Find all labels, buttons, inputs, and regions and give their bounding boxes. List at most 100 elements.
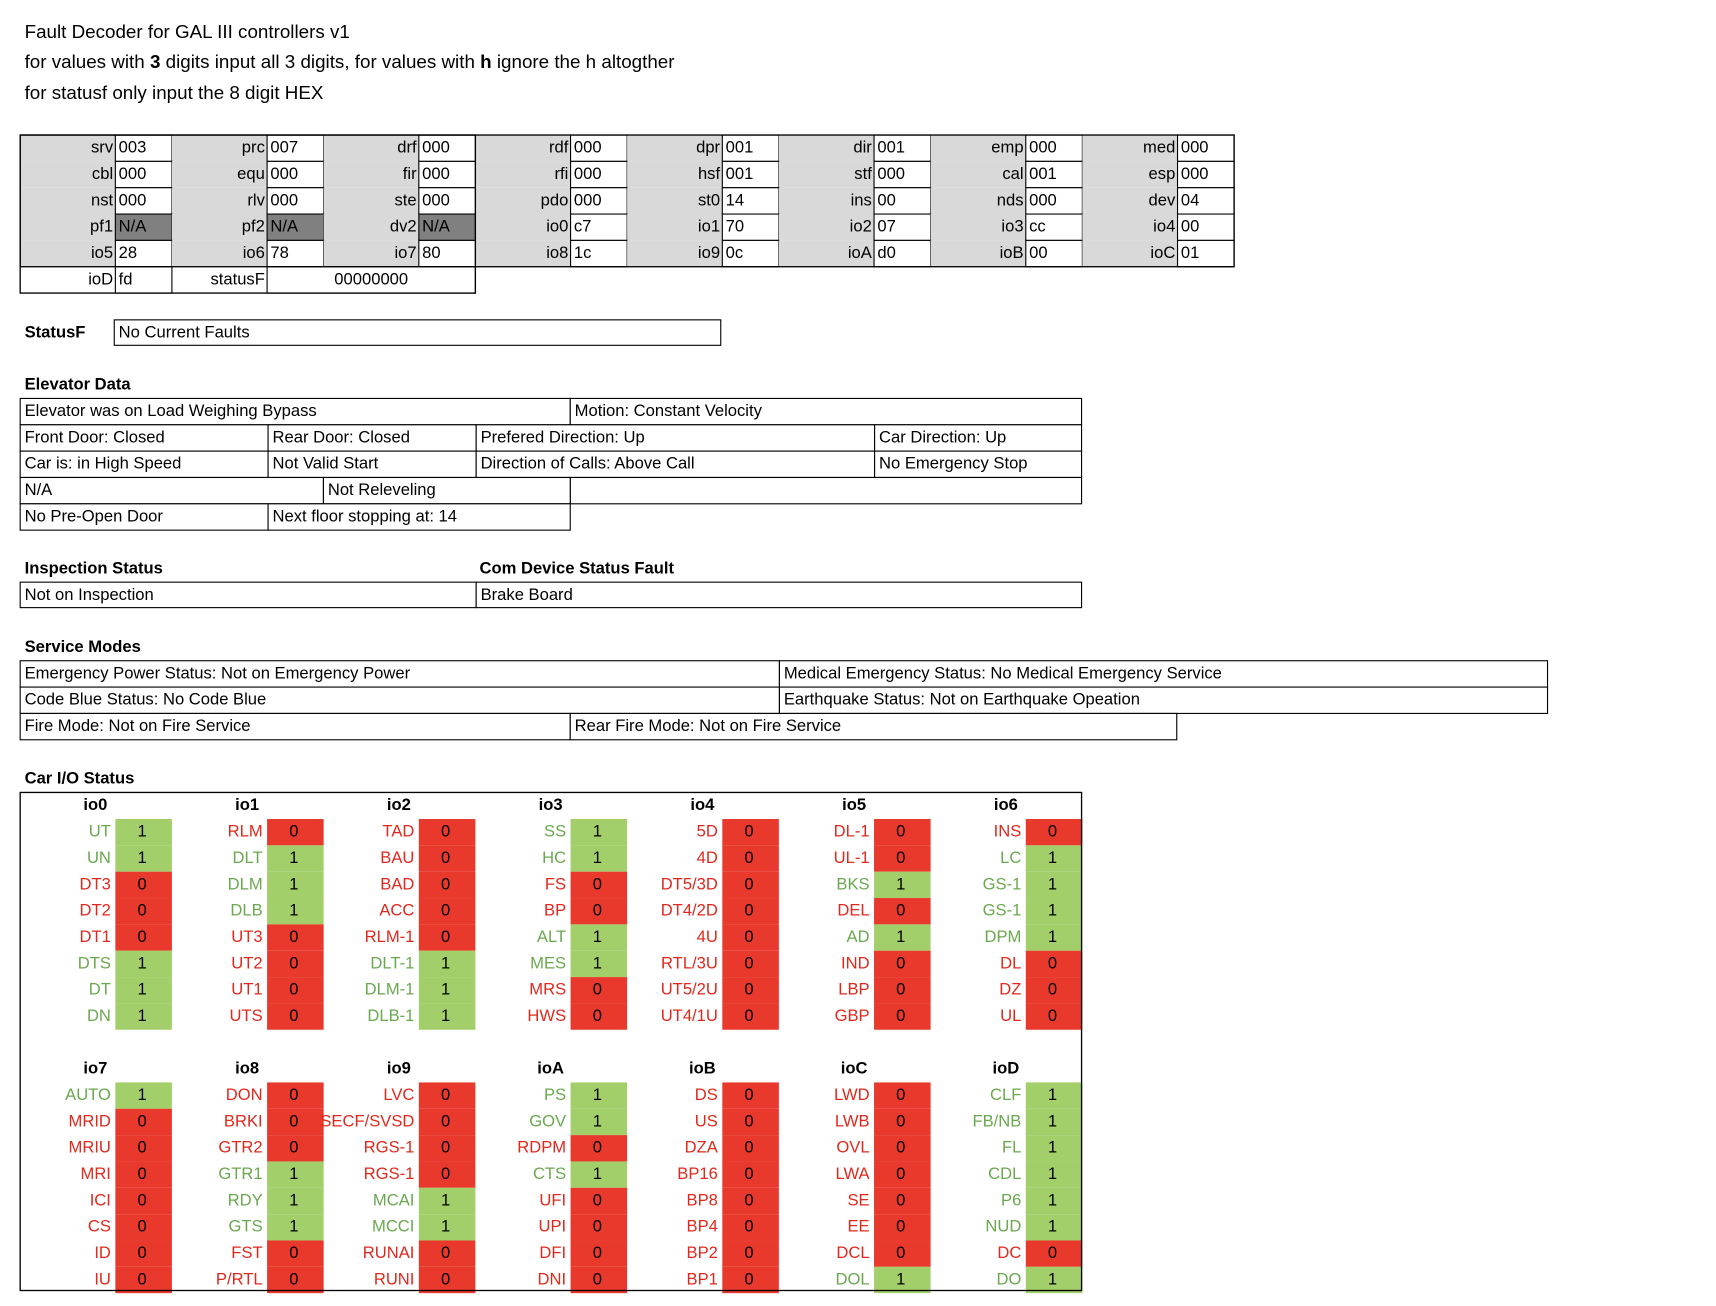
io-value-cell (1025, 1214, 1083, 1241)
io-value-cell (570, 1161, 628, 1188)
io-value-cell (115, 845, 172, 872)
io-signal-value: 0 (593, 980, 602, 999)
io-signal-value: 0 (289, 1243, 298, 1262)
label-bg (1082, 161, 1178, 188)
io-signal-value: 0 (137, 901, 146, 920)
io-value-cell (115, 1108, 172, 1136)
io-signal-label: UT2 (231, 953, 262, 972)
section-title: Elevator Data (25, 375, 132, 394)
io-signal-label: UN (87, 848, 111, 867)
io-signal-value: 1 (1048, 874, 1057, 893)
io-signal-label: BP (544, 901, 566, 920)
io-signal-label: EE (847, 1217, 869, 1236)
io-signal-value: 0 (896, 1111, 905, 1130)
cell (322, 476, 571, 505)
io-value-cell (874, 898, 931, 925)
register-value: 78 (270, 243, 288, 262)
io-signal-value: 1 (1048, 848, 1057, 867)
io-signal-label: BP8 (687, 1190, 718, 1209)
io-value-cell (1025, 871, 1083, 899)
cell (569, 397, 1083, 426)
io-signal-label: BAD (380, 874, 414, 893)
io-value-cell (418, 1161, 476, 1188)
io-value-cell (722, 1214, 779, 1241)
io-signal-label: CLF (990, 1085, 1021, 1104)
io-value-cell (874, 950, 931, 978)
io-signal-label: TAD (382, 822, 414, 841)
io-signal-value: 1 (896, 927, 905, 946)
io-signal-value: 0 (289, 1006, 298, 1025)
io-value-cell (418, 1135, 476, 1162)
cell-text: Elevator was on Load Weighing Bypass (25, 401, 317, 420)
register-label: st0 (698, 190, 720, 209)
io-value-cell (722, 924, 779, 951)
cell-text: Rear Fire Mode: Not on Fire Service (575, 716, 842, 735)
section-title: Service Modes (25, 637, 141, 656)
section-title: Inspection Status (25, 558, 163, 577)
io-signal-value: 1 (1048, 1138, 1057, 1157)
label-bg (930, 187, 1026, 215)
io-value-cell (874, 819, 931, 846)
io-signal-value: 1 (1048, 927, 1057, 946)
io-signal-label: DT1 (80, 927, 111, 946)
register-value: N/A (270, 217, 299, 236)
io-value-cell (874, 1082, 931, 1109)
register-value: 001 (877, 138, 905, 157)
io-group-name: ioA (537, 1059, 564, 1078)
io-signal-value: 1 (137, 1006, 146, 1025)
io-value-cell (722, 845, 779, 872)
io-signal-value: 0 (896, 980, 905, 999)
register-label: med (1143, 138, 1175, 157)
register-value: 07 (877, 217, 895, 236)
value-cell (114, 266, 173, 294)
io-signal-label: UT4/1U (661, 1006, 718, 1025)
io-value-cell (874, 1003, 931, 1030)
io-signal-value: 0 (896, 1243, 905, 1262)
io-signal-value: 1 (289, 901, 298, 920)
io-signal-label: RDPM (517, 1138, 566, 1157)
label-bg (1082, 214, 1178, 241)
register-value: 00 (1181, 217, 1199, 236)
io-signal-value: 0 (896, 1085, 905, 1104)
io-signal-label: RLM-1 (365, 927, 415, 946)
io-group-name: io7 (83, 1059, 107, 1078)
io-signal-value: 1 (1048, 1190, 1057, 1209)
io-value-cell (570, 819, 628, 846)
io-signal-value: 0 (744, 1164, 753, 1183)
register-label: rlv (247, 190, 265, 209)
io-value-cell (267, 1214, 324, 1241)
label-bg (627, 240, 723, 267)
value-cell (570, 160, 628, 189)
text: h (480, 51, 491, 72)
label-bg (20, 135, 116, 162)
value-cell (570, 187, 628, 215)
io-signal-label: AUTO (65, 1085, 111, 1104)
io-signal-label: RDY (228, 1190, 263, 1209)
io-value-cell (1025, 1266, 1083, 1294)
io-signal-value: 0 (593, 1217, 602, 1236)
io-value-cell (874, 871, 931, 899)
io-value-cell (418, 819, 476, 846)
text: for statusf only input the 8 digit HEX (25, 82, 324, 103)
label-bg (323, 135, 419, 162)
io-signal-label: LC (1000, 848, 1021, 867)
io-signal-label: MCAI (373, 1190, 414, 1209)
io-value-cell (418, 924, 476, 951)
register-value: 000 (877, 164, 905, 183)
text: Fault Decoder for GAL III controllers v1 (25, 21, 350, 42)
io-value-cell (267, 1187, 324, 1215)
io-signal-value: 1 (441, 1217, 450, 1236)
label-bg (171, 240, 268, 267)
io-value-cell (570, 1108, 628, 1136)
io-signal-label: HC (542, 848, 566, 867)
io-value-cell (267, 977, 324, 1004)
io-signal-label: DL-1 (834, 822, 870, 841)
label-bg (930, 161, 1026, 188)
register-value: 70 (726, 217, 744, 236)
io-signal-label: DT (89, 980, 111, 999)
io-signal-label: CTS (533, 1164, 566, 1183)
label-bg (171, 135, 268, 162)
io-signal-label: IND (841, 953, 870, 972)
io-signal-label: DOL (835, 1269, 869, 1288)
register-value: 000 (270, 164, 298, 183)
